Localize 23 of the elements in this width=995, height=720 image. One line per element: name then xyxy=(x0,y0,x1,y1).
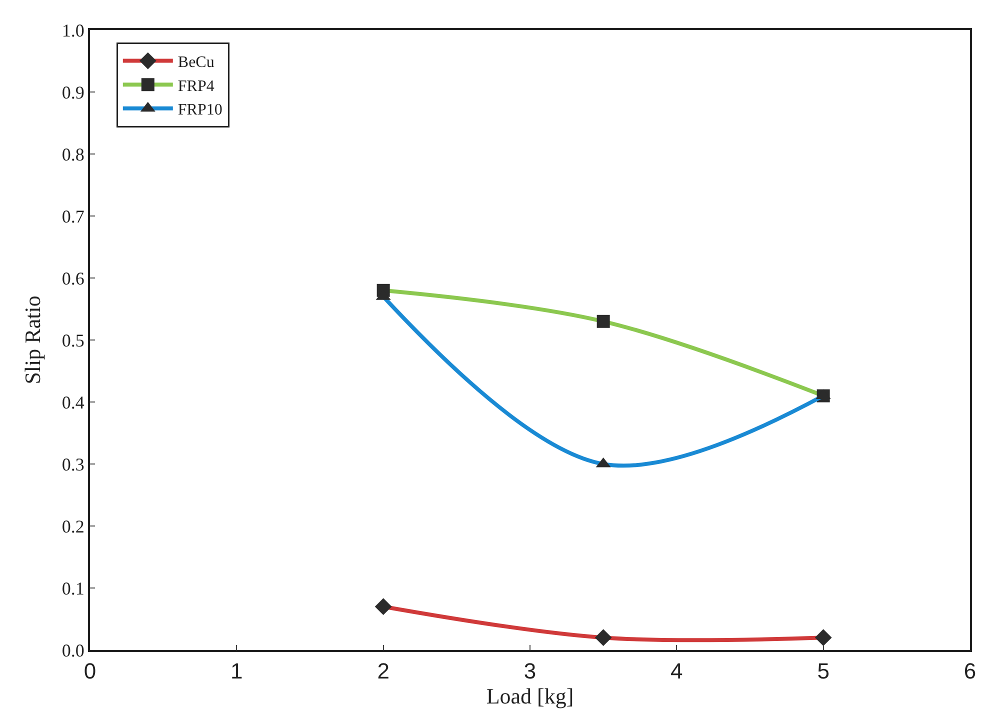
y-tick-label: 0.8 xyxy=(62,144,84,164)
x-axis-title: Load [kg] xyxy=(486,683,574,708)
x-tick-label: 0 xyxy=(84,658,96,684)
x-tick-label: 2 xyxy=(377,658,390,684)
y-tick-label: 0.5 xyxy=(62,330,84,350)
y-tick-label: 1.0 xyxy=(62,20,84,40)
y-tick-label: 0.4 xyxy=(62,392,84,412)
y-tick-label: 0.3 xyxy=(62,454,84,474)
x-tick-label: 4 xyxy=(670,658,683,684)
y-tick-label: 0.2 xyxy=(62,516,84,536)
legend-label: FRP10 xyxy=(178,102,222,119)
y-axis-title: Slip Ratio xyxy=(20,296,46,384)
y-tick-label: 0.7 xyxy=(62,206,84,226)
x-tick-label: 6 xyxy=(964,658,976,684)
y-tick-label: 0.0 xyxy=(62,640,84,660)
x-tick-label: 5 xyxy=(817,658,830,684)
legend-label: FRP4 xyxy=(178,78,214,95)
y-tick-label: 0.9 xyxy=(62,82,84,102)
y-tick-label: 0.1 xyxy=(62,578,84,598)
y-tick-label: 0.6 xyxy=(62,268,84,288)
x-tick-label: 1 xyxy=(230,658,243,684)
x-tick-label: 3 xyxy=(524,658,536,684)
legend-label: BeCu xyxy=(178,54,214,72)
